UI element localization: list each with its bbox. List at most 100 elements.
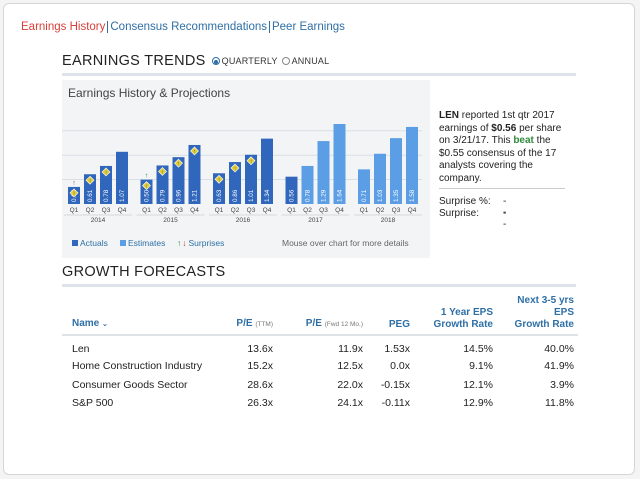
legend-estimates: Estimates bbox=[120, 238, 165, 248]
earnings-trends-header: EARNINGS TRENDS QUARTERLY ANNUAL bbox=[62, 53, 329, 69]
row-pe-fwd: 24.1x bbox=[337, 397, 363, 410]
bar-value-label: 0.96 bbox=[176, 189, 183, 202]
table-header-row: Name ⌄ P/E (TTM) P/E (Fwd 12 Mo.) PEG 1 … bbox=[62, 295, 578, 336]
legend-estimates-label: Estimates bbox=[128, 238, 166, 248]
row-name: Consumer Goods Sector bbox=[72, 378, 188, 391]
chart-bar[interactable] bbox=[333, 124, 346, 204]
surprise-pct-row: Surprise %: -- bbox=[439, 196, 506, 218]
row-peg: -0.11x bbox=[381, 397, 410, 410]
quarterly-radio[interactable]: QUARTERLY bbox=[211, 56, 278, 66]
row-peg: -0.15x bbox=[380, 378, 410, 391]
row-name: Len bbox=[72, 342, 90, 355]
chart-bar[interactable] bbox=[116, 151, 128, 204]
chart-bar[interactable] bbox=[285, 176, 298, 204]
chart-bar[interactable] bbox=[213, 173, 225, 204]
row-pe-fwd: 11.9x bbox=[338, 342, 363, 355]
annual-radio[interactable]: ANNUAL bbox=[281, 56, 330, 66]
quarterly-label: QUARTERLY bbox=[221, 56, 278, 66]
bar-value-label: 1.29 bbox=[321, 189, 328, 202]
tab-earnings-history[interactable]: Earnings History bbox=[21, 21, 106, 33]
row-growth-3-5yr: 3.9% bbox=[550, 378, 574, 391]
surprise-up-arrow-icon: ↑ bbox=[250, 159, 253, 165]
bar-value-label: 0.78 bbox=[103, 189, 110, 202]
quarter-tick-label: Q3 bbox=[247, 207, 256, 214]
bar-value-label: 0.71 bbox=[361, 189, 368, 202]
bar-value-label: 0.50 bbox=[144, 189, 151, 202]
earnings-trends-title: EARNINGS TRENDS bbox=[62, 53, 206, 69]
growth-forecasts-title: GROWTH FORECASTS bbox=[62, 264, 226, 280]
surprise-badge-icon bbox=[158, 167, 167, 176]
chart-bar[interactable] bbox=[188, 144, 201, 204]
tab-consensus-recommendations[interactable]: Consensus Recommendations bbox=[107, 21, 269, 33]
summary-divider bbox=[439, 188, 565, 189]
summary-text-b: per share on 3/21/17. This bbox=[439, 122, 562, 147]
quarter-tick-label: Q4 bbox=[118, 207, 127, 214]
surprise-badge-icon bbox=[174, 158, 183, 168]
growth-forecasts-table: Name ⌄ P/E (TTM) P/E (Fwd 12 Mo.) PEG 1 … bbox=[62, 295, 578, 413]
quarter-tick-label: Q4 bbox=[335, 207, 344, 214]
bar-value-label: 1.07 bbox=[119, 189, 126, 202]
surprise-label: Surprise: bbox=[439, 208, 480, 219]
legend-actuals: Actuals bbox=[72, 238, 108, 248]
chart-bar[interactable] bbox=[229, 162, 241, 204]
row-growth-3-5yr: 11.8% bbox=[545, 397, 574, 410]
surprise-row: Surprise: -- bbox=[439, 208, 506, 230]
surprise-badge-icon bbox=[101, 167, 111, 177]
legend-actuals-label: Actuals bbox=[80, 238, 108, 248]
surprise-up-arrow-icon: ↑ bbox=[234, 166, 237, 172]
quarter-tick-label: Q1 bbox=[215, 207, 224, 214]
peg-header: PEG bbox=[367, 295, 414, 336]
quarter-tick-label: Q3 bbox=[392, 207, 401, 214]
surprise-up-arrow-icon: ↑ bbox=[145, 173, 149, 180]
year-tick-label: 2014 bbox=[91, 217, 106, 224]
earnings-bar-chart[interactable]: 0.35Q1↑0.61Q2↑0.78Q3↑1.07Q420140.50Q1↑0.… bbox=[62, 100, 422, 230]
chart-bar[interactable] bbox=[406, 126, 418, 204]
bar-value-label: 0.56 bbox=[289, 189, 296, 202]
quarter-tick-label: Q2 bbox=[376, 207, 385, 214]
quarter-tick-label: Q2 bbox=[231, 207, 240, 214]
quarter-tick-label: Q3 bbox=[102, 207, 111, 214]
chart-bar[interactable] bbox=[261, 138, 273, 204]
year-tick-label: 2017 bbox=[308, 217, 323, 224]
chart-bar[interactable] bbox=[358, 169, 370, 204]
chart-bar[interactable] bbox=[156, 165, 169, 204]
quarter-tick-label: Q3 bbox=[174, 207, 183, 214]
chart-subtitle: Earnings History & Projections bbox=[68, 86, 231, 100]
summary-text-a: reported 1st qtr 2017 earnings of bbox=[439, 110, 555, 134]
surprise-down-icon: ↓ bbox=[182, 238, 187, 248]
bar-value-label: 1.03 bbox=[377, 189, 384, 202]
tab-peer-earnings[interactable]: Peer Earnings bbox=[268, 21, 347, 33]
growth-1yr-header: 1 Year EPS Growth Rate bbox=[414, 295, 497, 336]
surprise-up-arrow-icon: ↑ bbox=[193, 149, 196, 155]
earnings-summary: LEN reported 1st qtr 2017 earnings of $0… bbox=[439, 110, 567, 186]
chart-bar[interactable] bbox=[172, 157, 185, 204]
row-name: Home Construction Industry bbox=[72, 360, 203, 373]
actuals-swatch bbox=[72, 240, 78, 246]
name-column-header[interactable]: Name ⌄ bbox=[62, 295, 212, 336]
chart-bar[interactable] bbox=[84, 174, 96, 204]
row-growth-3-5yr: 41.9% bbox=[544, 360, 574, 373]
surprise-up-arrow-icon: ↑ bbox=[177, 161, 180, 167]
quarter-tick-label: Q2 bbox=[86, 207, 95, 214]
chart-bar[interactable] bbox=[374, 153, 386, 204]
chart-bar[interactable] bbox=[245, 154, 257, 204]
row-peg: 1.53x bbox=[384, 342, 410, 355]
bar-value-label: 1.35 bbox=[393, 189, 400, 202]
row-growth-1yr: 14.5% bbox=[463, 342, 493, 355]
bar-value-label: 0.63 bbox=[216, 189, 223, 202]
summary-ticker: LEN bbox=[439, 110, 459, 121]
surprise-value: -- bbox=[503, 208, 507, 230]
row-growth-1yr: 12.1% bbox=[463, 378, 493, 391]
chart-bar[interactable] bbox=[100, 165, 112, 204]
row-pe-fwd: 22.0x bbox=[337, 378, 363, 391]
chart-bar[interactable] bbox=[301, 165, 314, 204]
surprise-badge-icon bbox=[246, 156, 256, 166]
surprise-up-arrow-icon: ↑ bbox=[89, 179, 92, 185]
surprise-badge-icon bbox=[190, 146, 199, 156]
year-tick-label: 2015 bbox=[163, 217, 178, 224]
quarter-tick-label: Q2 bbox=[158, 207, 167, 214]
chart-bar[interactable] bbox=[317, 141, 330, 204]
legend-surprises: ↑ ↓ Surprises bbox=[177, 238, 224, 248]
quarter-tick-label: Q1 bbox=[287, 207, 296, 214]
chart-bar[interactable] bbox=[390, 138, 402, 204]
